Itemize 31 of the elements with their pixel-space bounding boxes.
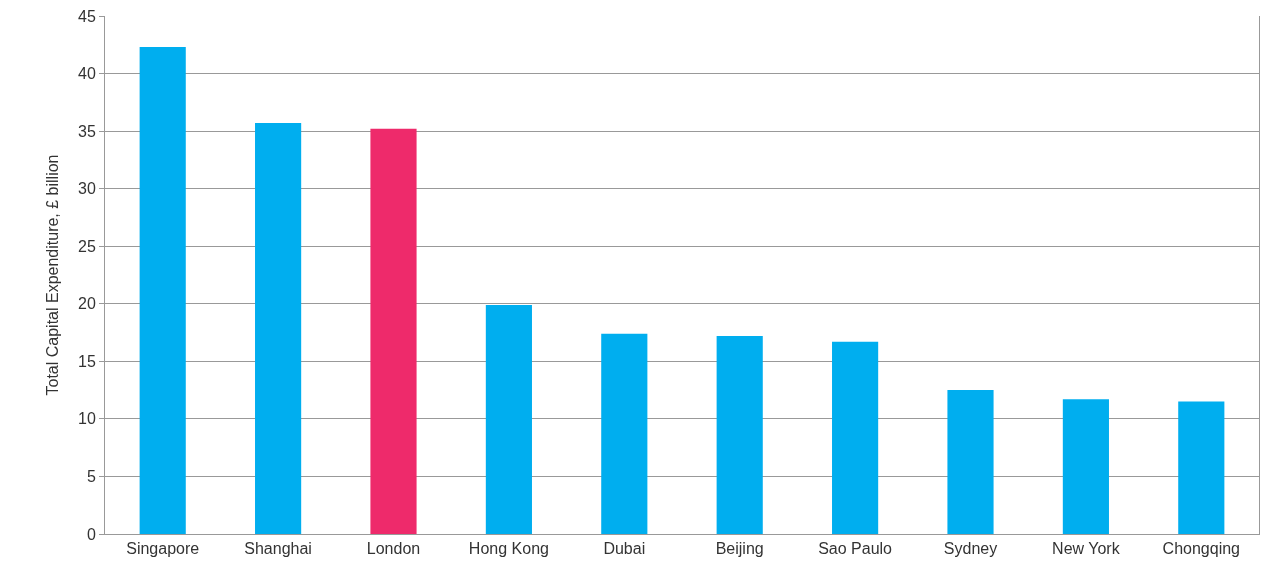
bar [1062,399,1109,534]
bar [255,123,302,534]
bar [139,47,186,534]
bar [601,333,648,534]
y-tick-label: 0 [86,525,96,543]
x-tick-label: Sao Paulo [818,540,893,558]
y-tick-label: 5 [86,468,96,486]
y-axis-title: Total Capital Expenditure, £ billion [43,154,61,396]
y-tick-label: 15 [78,352,96,370]
x-tick-label: Chongqing [1162,540,1240,558]
y-tick-label: 10 [78,410,96,428]
x-tick-label: Beijing [715,540,764,558]
y-tick-label: 45 [78,7,96,25]
bar [947,390,994,534]
x-tick-label: Hong Kong [468,540,549,558]
x-tick-label: London [366,540,421,558]
y-tick-label: 35 [78,122,96,140]
x-tick-label: Singapore [126,540,200,558]
bar [370,128,417,534]
bar [485,304,532,534]
y-tick-label: 25 [78,237,96,255]
bar [832,341,879,534]
x-tick-label: Sydney [943,540,998,558]
y-tick-label: 20 [78,295,96,313]
x-tick-label: Dubai [603,540,646,558]
y-tick-label: 30 [78,180,96,198]
x-tick-label: Shanghai [244,540,312,558]
bar [716,336,763,534]
x-tick-label: New York [1052,540,1121,558]
y-tick-label: 40 [78,65,96,83]
bar [1178,401,1225,534]
